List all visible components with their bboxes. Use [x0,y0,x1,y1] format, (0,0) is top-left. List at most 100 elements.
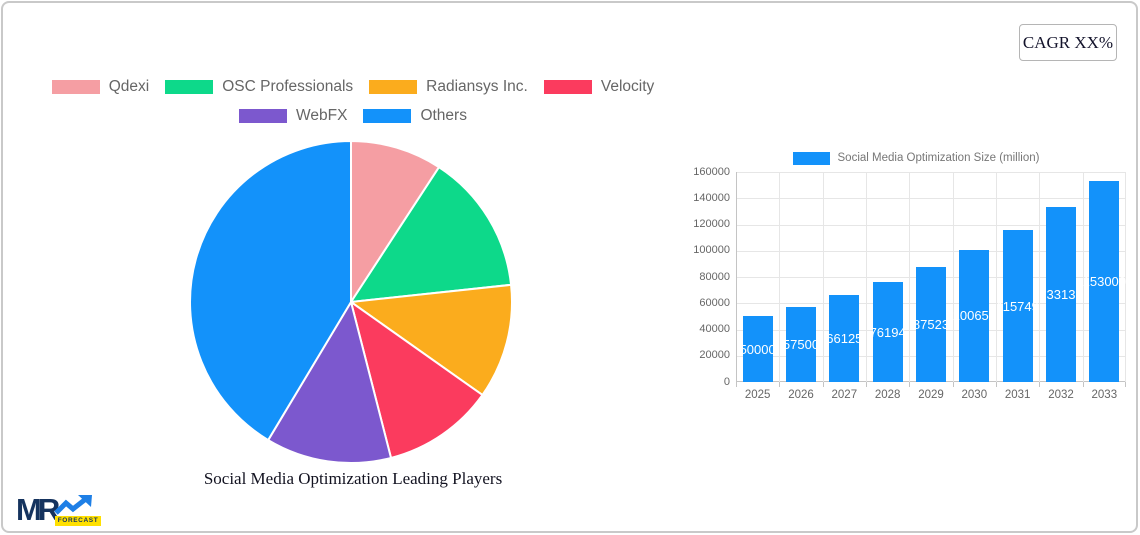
h-gridline [736,198,1126,200]
v-gridline [779,172,781,382]
y-tick-label: 0 [723,375,730,388]
legend-item-webfx: WebFX [239,107,347,125]
x-tick-label-2029: 2029 [918,389,944,401]
legend-swatch [543,80,592,94]
x-axis-tick-mark [736,382,737,387]
bar-value-label-2032: 133136 [1039,287,1083,303]
x-axis-tick-mark [909,382,911,387]
v-gridline [1039,172,1041,382]
mr-forecast-logo: MR FORECAST [16,494,106,528]
bar-value-label-2025: 50000 [739,341,776,357]
legend-item-velocity: Velocity [543,78,655,96]
x-tick-label-2025: 2025 [744,389,771,401]
v-gridline [952,172,954,382]
y-tick-label: 60000 [699,296,730,309]
logo-badge: FORECAST [55,516,101,526]
legend-item-qdexi: Qdexi [51,78,150,96]
bar-legend-swatch [792,151,830,165]
legend-item-others: Others [363,107,467,125]
legend-swatch [363,109,412,123]
bar-2030 [959,249,990,382]
bar-value-label-2031: 115749 [996,298,1039,314]
v-gridline [996,172,997,382]
x-axis-tick-mark [996,382,997,387]
legend-label: Velocity [600,78,655,95]
pie-chart [189,140,513,464]
x-axis-tick-mark [952,382,954,387]
y-tick-label: 20000 [699,349,730,362]
trend-arrow-icon [54,495,92,515]
legend-label: Qdexi [108,78,150,95]
x-axis-tick-mark [779,382,781,387]
x-axis-tick-mark [1039,382,1041,387]
y-tick-label: 140000 [693,191,730,204]
v-gridline [866,172,867,382]
legend-label: Radiansys Inc. [426,78,528,95]
bar-y-axis-ticks: 160000 140000 120000 100000 80000 60000 40000 2… [684,166,730,387]
legend-swatch [165,80,214,94]
pie-slice-velocity [350,301,484,459]
bar-x-axis-ticks: 2025 2026 2027 2028 2029 2030 2031 2032 2033 [736,389,1126,403]
x-tick-label-2028: 2028 [874,389,901,401]
y-tick-label: 160000 [693,165,730,178]
bar-legend-label: Social Media Optimization Size (million) [837,152,1040,164]
legend-row: WebFX Others [231,107,475,125]
y-tick-label: 100000 [693,244,730,257]
pie-slice-osc-professionals [350,166,513,303]
legend-row: Qdexi OSC Professionals Radiansys Inc. Velo… [44,78,663,96]
y-tick-label: 40000 [699,323,730,335]
bar-legend: Social Media Optimization Size (million) [706,150,1126,166]
legend-swatch [369,80,418,94]
bar-2027 [829,295,860,382]
v-gridline [909,172,911,382]
y-tick-label: 120000 [693,218,730,230]
legend-swatch [239,109,288,123]
x-tick-label-2031: 2031 [1004,389,1031,401]
bar-2025 [742,316,773,382]
x-tick-label-2033: 2033 [1091,389,1118,401]
bar-2028 [872,282,903,382]
bar-2031 [1002,230,1033,382]
h-gridline [736,250,1126,252]
pie-legend: Qdexi OSC Professionals Radiansys Inc. Velo… [3,78,703,125]
cagr-button[interactable]: CAGR XX% [1019,24,1117,61]
bar-2029 [916,267,946,382]
bar-2032 [1046,207,1076,382]
v-gridline [1125,172,1126,382]
arrow-head [78,495,92,507]
bar-value-label-2029: 87523 [912,317,950,333]
v-gridline [1082,172,1084,382]
pie-slice-others [189,140,352,442]
h-gridline [736,224,1126,226]
bar-value-label-2030: 100652 [952,308,997,324]
legend-item-radiansys-inc-: Radiansys Inc. [369,78,528,96]
x-tick-label-2026: 2026 [788,389,814,401]
logo-text: MR [16,492,60,527]
y-tick-label: 80000 [699,270,730,283]
v-gridline [822,172,824,382]
bar-2033 [1089,181,1120,382]
pie-slice-radiansys-inc- [350,283,513,396]
legend-swatch [51,80,100,94]
y-axis-line [736,172,737,382]
bar-value-label-2026: 57500 [782,336,820,352]
bar-value-label-2027: 66125 [826,331,863,347]
x-axis-tick-mark [1125,382,1126,387]
legend-item-osc-professionals: OSC Professionals [165,78,353,96]
legend-label: OSC Professionals [222,78,354,95]
pie-slice-webfx [267,301,393,464]
bar-value-label-2028: 76194 [869,324,906,340]
pie-chart-title: Social Media Optimization Leading Player… [203,469,503,488]
x-tick-label-2032: 2032 [1048,389,1074,401]
bar-plot-area: 50000 57500 66125 76194 87523 100652 115749 133… [736,172,1126,387]
x-tick-label-2027: 2027 [831,389,858,401]
bar-2026 [786,306,816,382]
x-axis-tick-mark [822,382,824,387]
legend-label: WebFX [296,107,348,124]
trend-line [54,496,89,515]
x-tick-label-2030: 2030 [961,389,988,401]
x-axis-tick-mark [866,382,867,387]
x-axis-tick-mark [1082,382,1084,387]
legend-label: Others [420,107,467,124]
